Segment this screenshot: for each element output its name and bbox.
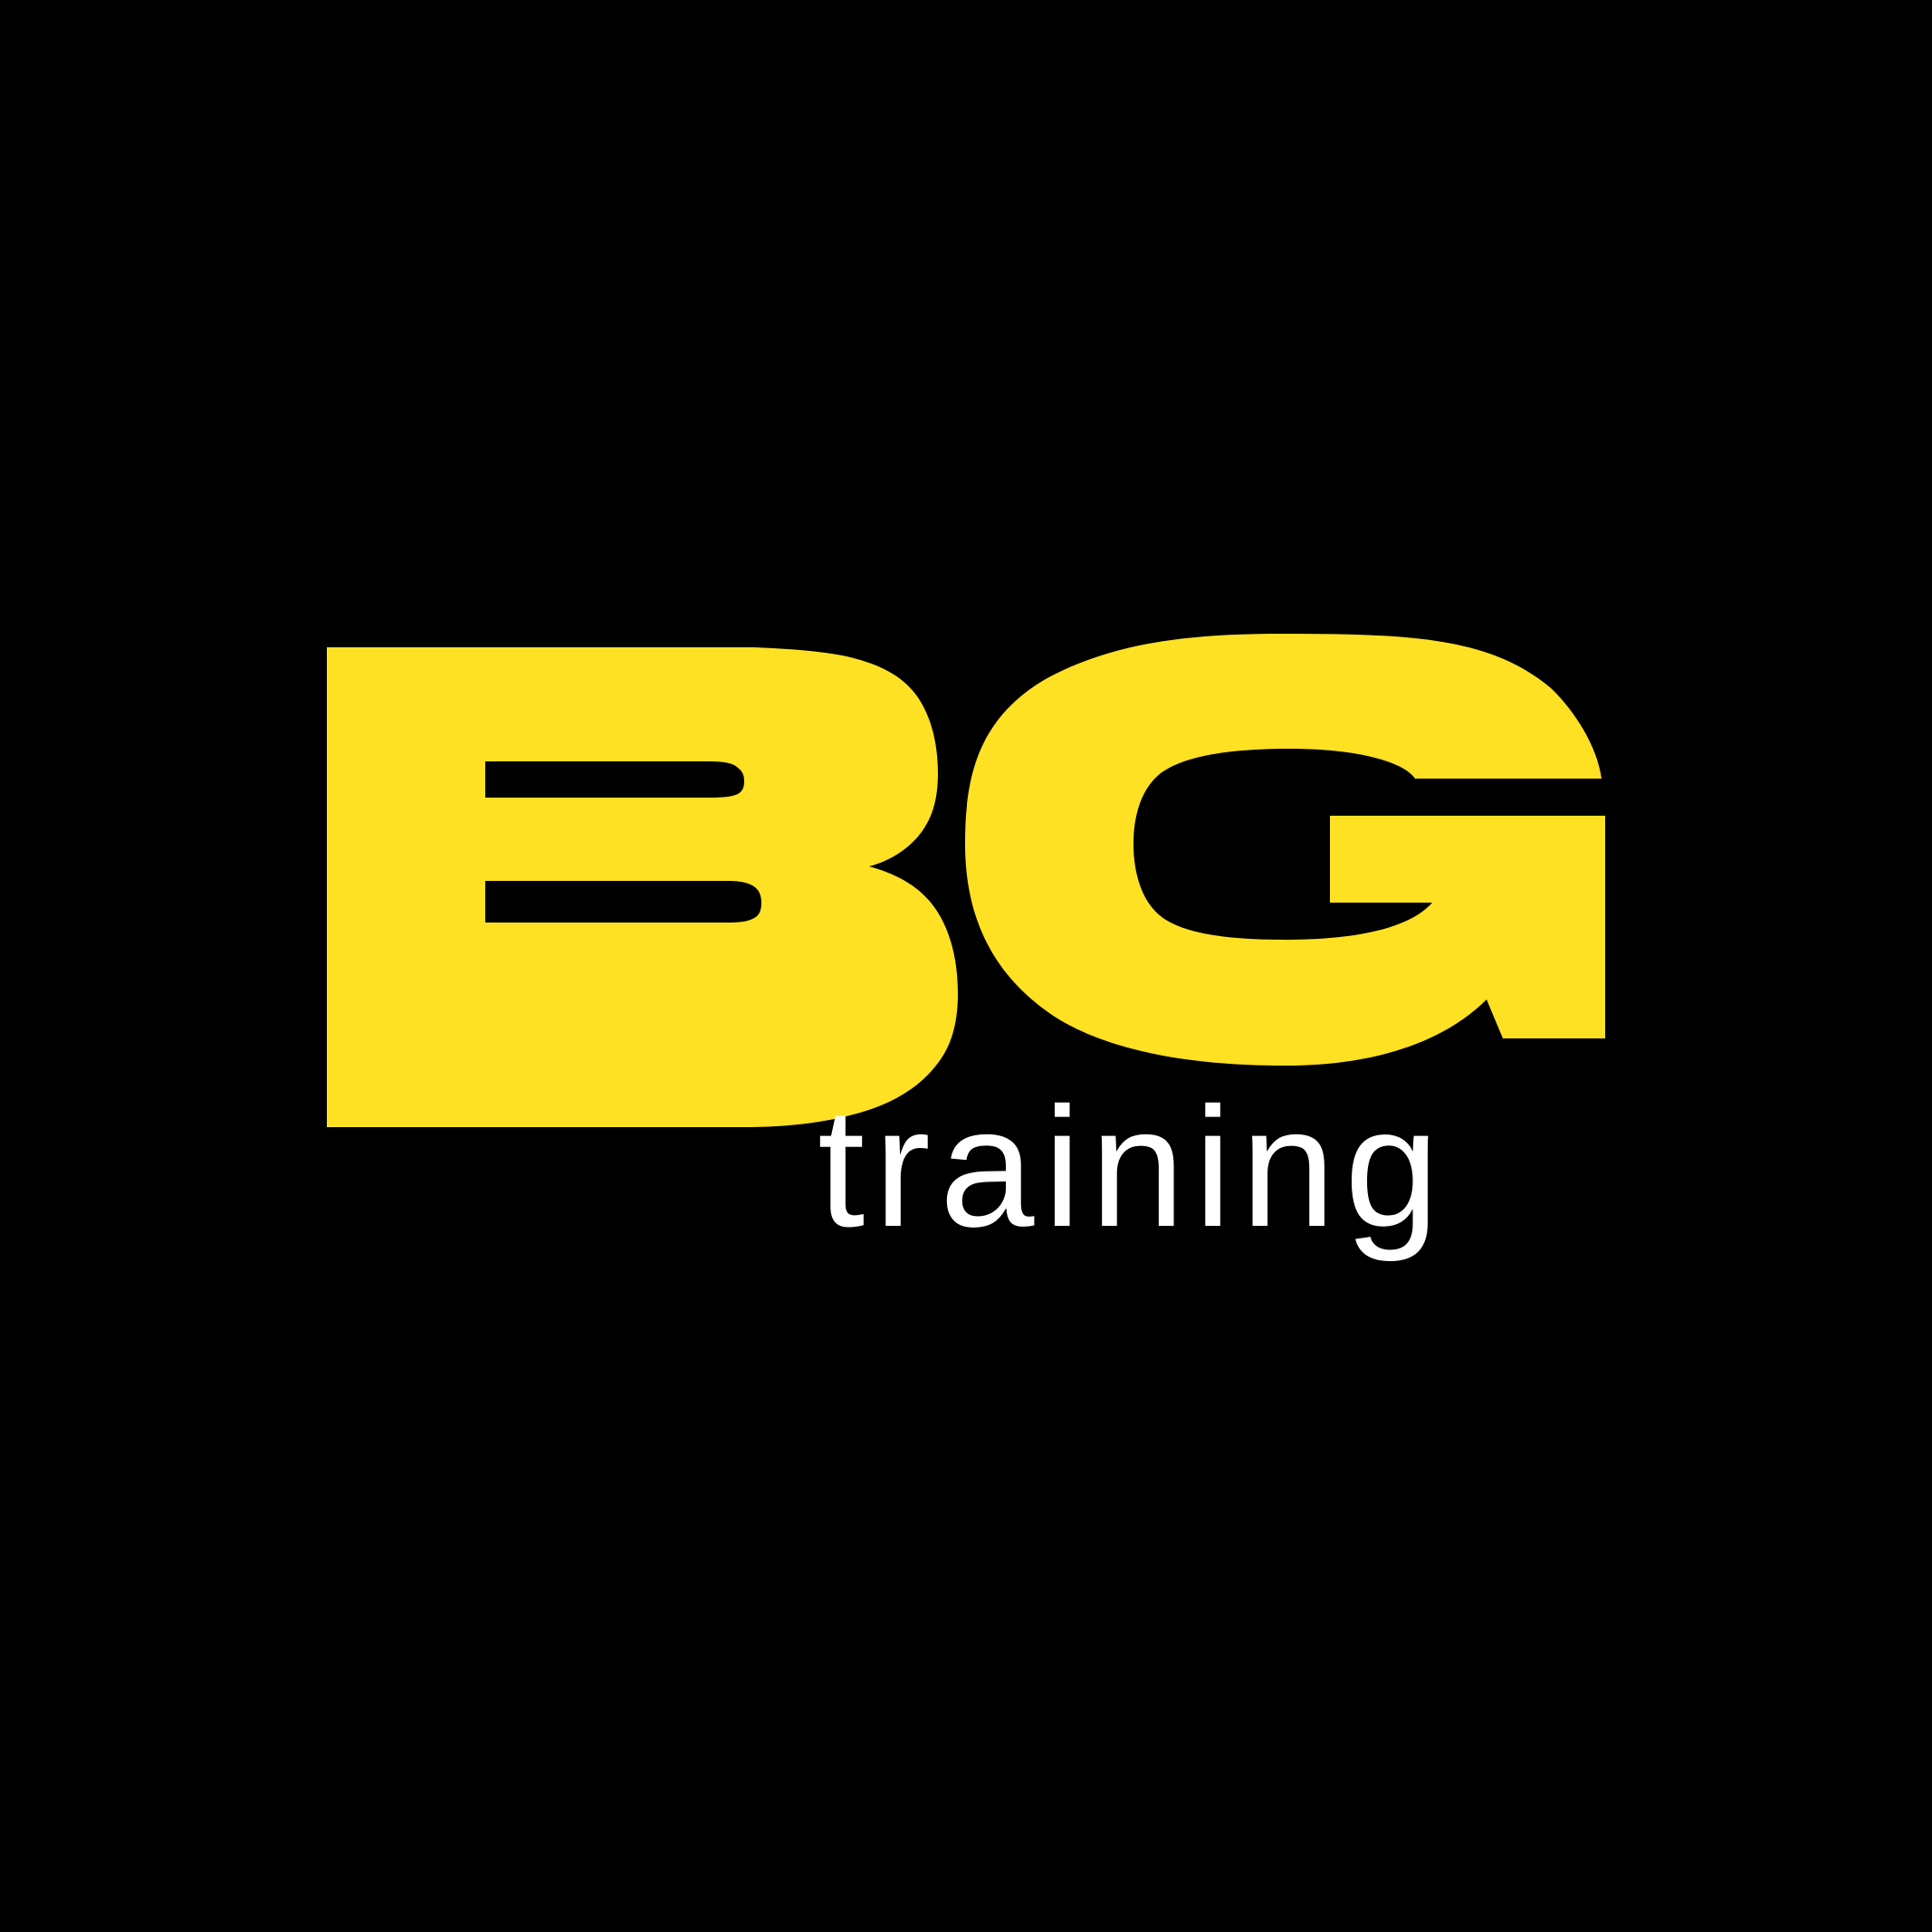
letter-b-shape <box>327 647 958 1127</box>
letter-g-shape <box>965 634 1605 1066</box>
logo-subtitle-text: training <box>818 1072 1449 1262</box>
